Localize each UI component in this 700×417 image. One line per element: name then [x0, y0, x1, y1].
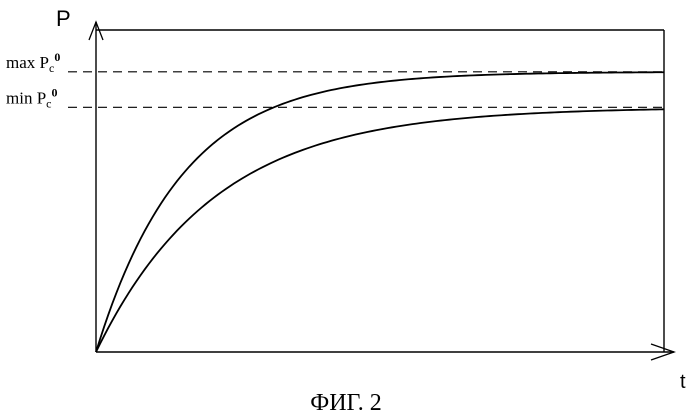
curve-lower [96, 109, 664, 352]
x-axis-label: t [680, 371, 686, 393]
curve-upper [96, 72, 664, 352]
figure-caption: ФИГ. 2 [310, 390, 381, 416]
reference-label-max: max Pc0 [6, 50, 60, 75]
y-axis-label: P [56, 6, 71, 31]
reference-lines: max Pc0 min Pc0 [6, 50, 664, 110]
reference-label-min: min Pc0 [6, 85, 57, 110]
curves [96, 72, 664, 352]
